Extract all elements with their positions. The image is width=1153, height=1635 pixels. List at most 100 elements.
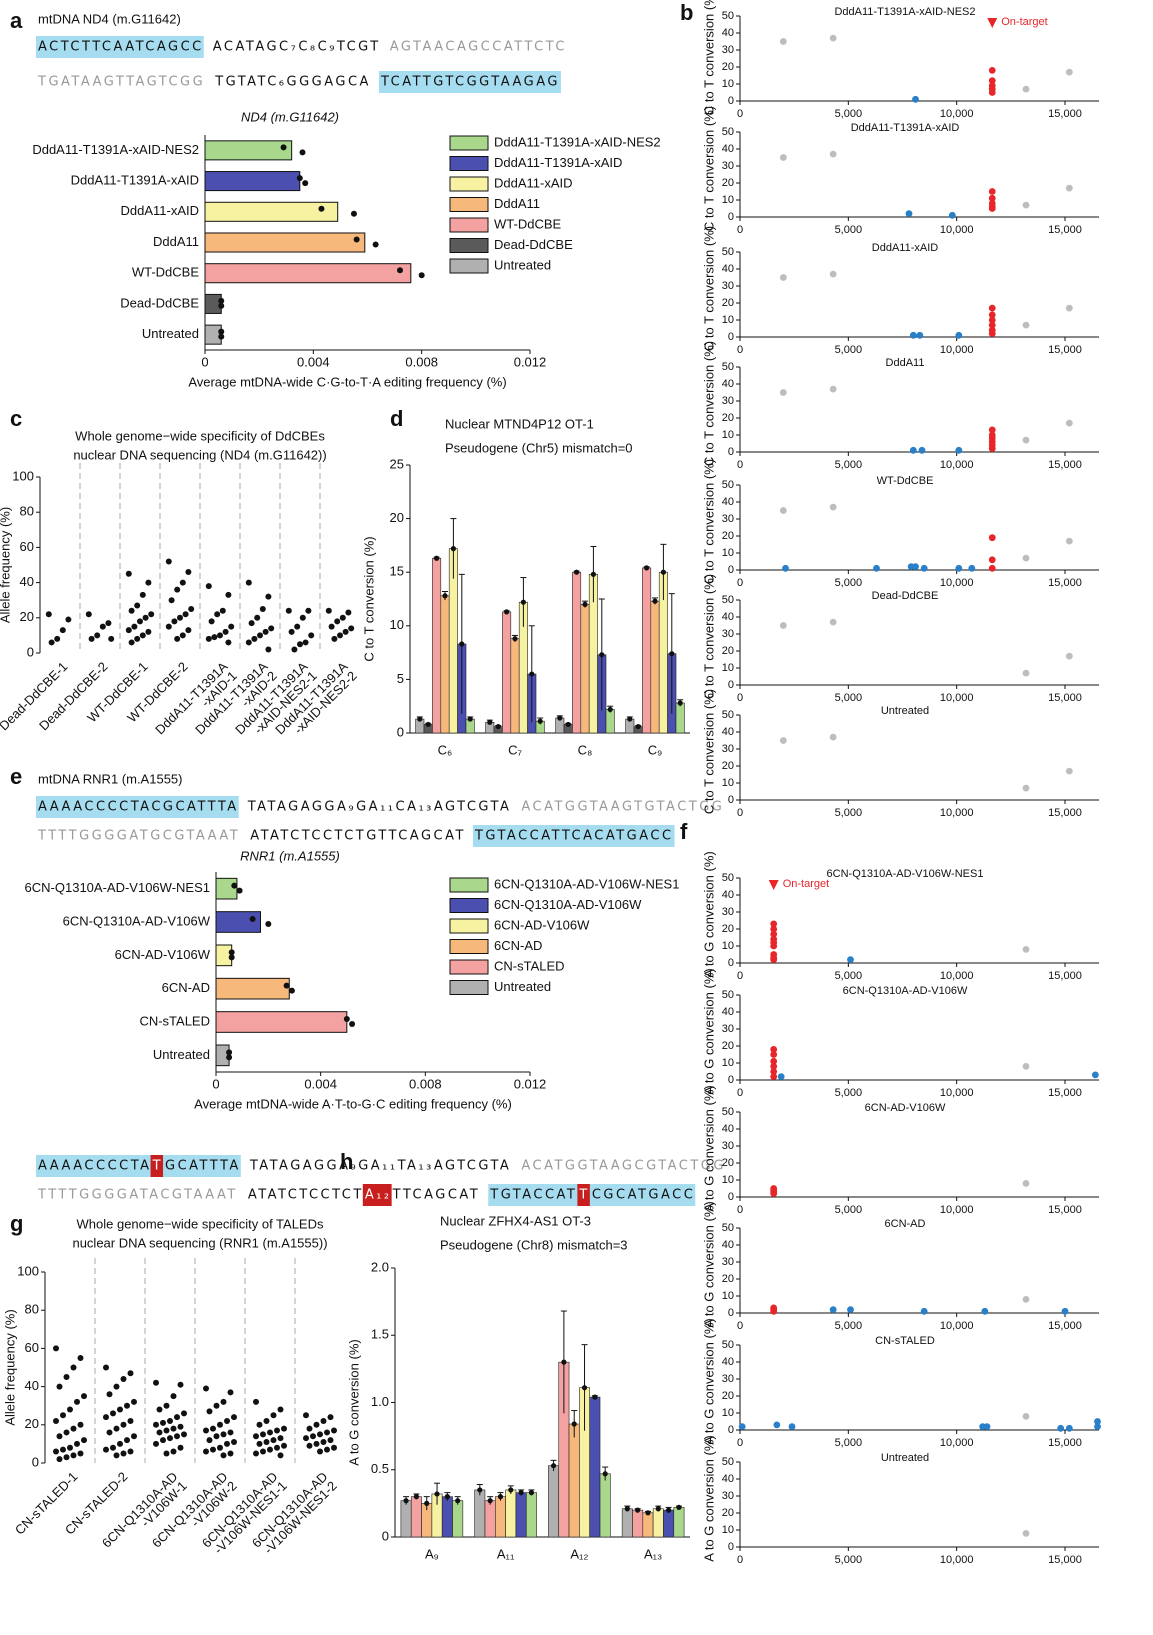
bar [204, 140, 293, 161]
value-dot [495, 723, 501, 730]
y-tick-label: 20 [722, 412, 734, 424]
point [1057, 1424, 1065, 1432]
point [108, 635, 115, 642]
point [128, 639, 135, 646]
y-tick-label: 30 [722, 160, 734, 172]
y-tick-label: 50 [722, 594, 734, 606]
point [1022, 669, 1030, 677]
y-axis-label: C to T conversion (%) [701, 341, 716, 466]
legend-swatch [449, 135, 489, 151]
chart-title: Untreated [881, 705, 929, 717]
point [1022, 85, 1030, 93]
sequence-segment: TATAGAGGA₉GA₁₁CA₁₃AGTCGTA [247, 800, 512, 815]
replicate-dot [397, 267, 403, 274]
x-tick-label: 0 [737, 577, 743, 589]
point [277, 1452, 284, 1459]
y-tick-label: 10 [722, 547, 734, 559]
y-tick-label: 10 [722, 1524, 734, 1536]
x-tick-label: 15,000 [1048, 1554, 1082, 1566]
point [331, 1427, 337, 1434]
sequence-highlight [36, 1155, 152, 1177]
point [174, 1433, 180, 1440]
point [263, 1417, 270, 1424]
point [770, 1051, 778, 1058]
bar [215, 911, 261, 933]
y-tick-label: 20 [722, 760, 734, 772]
point [829, 733, 837, 741]
point [981, 1307, 989, 1315]
replicate-dot [280, 144, 287, 151]
point [251, 635, 258, 642]
point [1065, 652, 1073, 660]
point [302, 639, 309, 646]
point [177, 1423, 184, 1430]
point [134, 635, 141, 642]
point [1065, 419, 1073, 427]
point [227, 1429, 234, 1436]
category-label: Untreated [153, 1047, 210, 1062]
y-tick-label: 40 [722, 143, 734, 155]
bar [204, 324, 222, 345]
value-dot [442, 593, 448, 599]
point [327, 1414, 334, 1421]
y-axis-label: C to T conversion (%) [361, 536, 376, 661]
bar [515, 1492, 527, 1538]
point [297, 641, 303, 648]
replicate-dot [226, 1049, 233, 1056]
value-dot [403, 1498, 409, 1504]
replicate-dot [265, 921, 272, 927]
point [168, 597, 175, 604]
category-label: DddA11-T1391A-xAID [71, 173, 199, 188]
point [270, 1412, 277, 1419]
point [306, 1425, 313, 1432]
y-tick-label: 10 [722, 1174, 734, 1186]
y-tick-label: 40 [722, 496, 734, 508]
sequence-segment: CGCATGACC [592, 1188, 695, 1203]
point [303, 1412, 309, 1419]
bar [650, 600, 660, 734]
y-tick-label: 50 [722, 479, 734, 491]
point [256, 1421, 263, 1428]
y-tick-label: 30 [722, 906, 734, 918]
point [77, 1421, 84, 1428]
y-tick-label: 25 [390, 456, 404, 471]
y-tick-label: 40 [722, 889, 734, 901]
point [779, 507, 787, 514]
chart-title: Whole genome−wide specificity of DdCBEs [75, 428, 325, 443]
point [153, 1440, 159, 1447]
point [909, 331, 917, 339]
bar [441, 1496, 453, 1538]
point [988, 426, 996, 434]
replicate-dot [218, 297, 225, 304]
value-dot [582, 601, 588, 607]
y-tick-label: 20 [20, 609, 34, 624]
chart-title: Dead-DdCBE [872, 590, 939, 602]
point [53, 1345, 59, 1352]
bar [410, 1496, 422, 1538]
point [916, 331, 924, 339]
point [331, 635, 338, 642]
y-tick-label: 40 [722, 1239, 734, 1251]
point [256, 1440, 263, 1447]
bar [440, 595, 450, 734]
point [988, 321, 996, 329]
point [770, 956, 778, 963]
point [303, 1435, 309, 1442]
point [148, 611, 155, 618]
y-tick-label: 20 [722, 1040, 734, 1052]
x-tick-label: 10,000 [940, 577, 974, 589]
y-tick-label: 20 [722, 61, 734, 73]
point [170, 1425, 177, 1432]
y-tick-label: 30 [722, 395, 734, 407]
y-tick-label: 0 [728, 794, 734, 806]
point [174, 586, 181, 593]
point [968, 564, 976, 572]
point [320, 1438, 327, 1445]
sequence-segment: AAAACCCCTACGCATTTA [38, 800, 239, 815]
point [274, 1444, 280, 1451]
y-tick-label: 30 [722, 743, 734, 755]
point [259, 606, 266, 612]
legend-label: 6CN-Q1310A-AD-V106W [494, 897, 642, 912]
sequence-header: mtDNA ND4 (m.G11642) [38, 11, 181, 26]
legend-swatch [449, 939, 489, 954]
